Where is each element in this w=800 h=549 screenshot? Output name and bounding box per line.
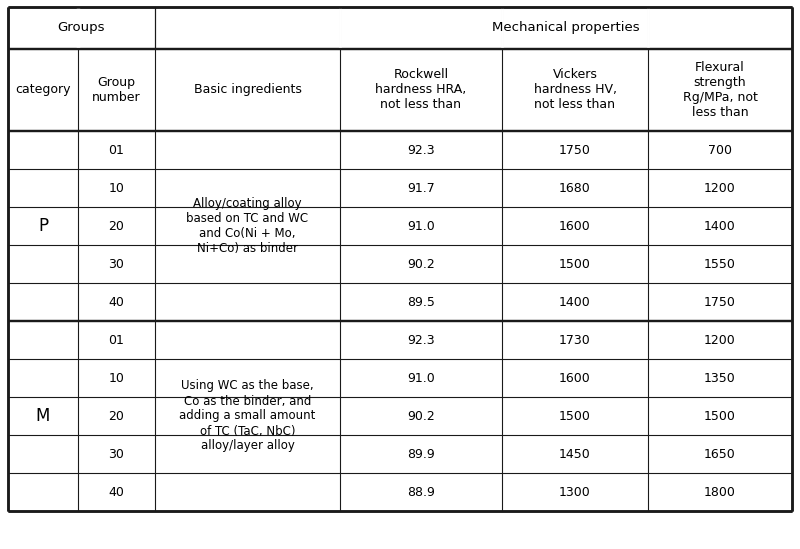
Text: 1400: 1400 [559, 295, 591, 309]
Text: 01: 01 [109, 143, 125, 156]
Text: 91.7: 91.7 [407, 182, 435, 194]
Text: 91.0: 91.0 [407, 220, 435, 232]
Text: Vickers
hardness HV,
not less than: Vickers hardness HV, not less than [534, 69, 617, 111]
Text: 20: 20 [109, 410, 125, 423]
Text: 1800: 1800 [704, 485, 736, 498]
Text: 1600: 1600 [559, 220, 591, 232]
Text: 30: 30 [109, 447, 125, 461]
Text: 90.2: 90.2 [407, 410, 435, 423]
Text: Rockwell
hardness HRA,
not less than: Rockwell hardness HRA, not less than [375, 69, 466, 111]
Text: 1600: 1600 [559, 372, 591, 384]
Text: 20: 20 [109, 220, 125, 232]
Text: 1300: 1300 [559, 485, 591, 498]
Text: Alloy/coating alloy
based on TC and WC
and Co(Ni + Mo,
Ni+Co) as binder: Alloy/coating alloy based on TC and WC a… [186, 197, 309, 255]
Text: 88.9: 88.9 [407, 485, 435, 498]
Text: 700: 700 [708, 143, 732, 156]
Text: Using WC as the base,
Co as the binder, and
adding a small amount
of TC (TaC, Nb: Using WC as the base, Co as the binder, … [179, 379, 316, 452]
Text: 89.9: 89.9 [407, 447, 435, 461]
Text: Groups: Groups [58, 21, 106, 35]
Text: 1750: 1750 [559, 143, 591, 156]
Text: Flexural
strength
Rg/MPa, not
less than: Flexural strength Rg/MPa, not less than [682, 61, 758, 119]
Text: Mechanical properties: Mechanical properties [492, 21, 640, 35]
Text: 89.5: 89.5 [407, 295, 435, 309]
Text: 90.2: 90.2 [407, 257, 435, 271]
Text: 1200: 1200 [704, 182, 736, 194]
Text: 30: 30 [109, 257, 125, 271]
Text: 1400: 1400 [704, 220, 736, 232]
Text: P: P [38, 217, 48, 235]
Text: 10: 10 [109, 182, 125, 194]
Text: Basic ingredients: Basic ingredients [194, 83, 302, 97]
Text: 91.0: 91.0 [407, 372, 435, 384]
Text: 1550: 1550 [704, 257, 736, 271]
Text: 92.3: 92.3 [407, 143, 435, 156]
Text: 1650: 1650 [704, 447, 736, 461]
Text: 10: 10 [109, 372, 125, 384]
Text: 40: 40 [109, 485, 125, 498]
Text: 1450: 1450 [559, 447, 591, 461]
Text: M: M [36, 407, 50, 425]
Text: 1500: 1500 [704, 410, 736, 423]
Text: Group
number: Group number [92, 76, 141, 104]
Text: 1350: 1350 [704, 372, 736, 384]
Text: 1730: 1730 [559, 333, 591, 346]
Text: 40: 40 [109, 295, 125, 309]
Text: 01: 01 [109, 333, 125, 346]
Text: category: category [15, 83, 70, 97]
Text: 92.3: 92.3 [407, 333, 435, 346]
Text: 1200: 1200 [704, 333, 736, 346]
Text: 1500: 1500 [559, 410, 591, 423]
Text: 1680: 1680 [559, 182, 591, 194]
Text: 1750: 1750 [704, 295, 736, 309]
Text: 1500: 1500 [559, 257, 591, 271]
